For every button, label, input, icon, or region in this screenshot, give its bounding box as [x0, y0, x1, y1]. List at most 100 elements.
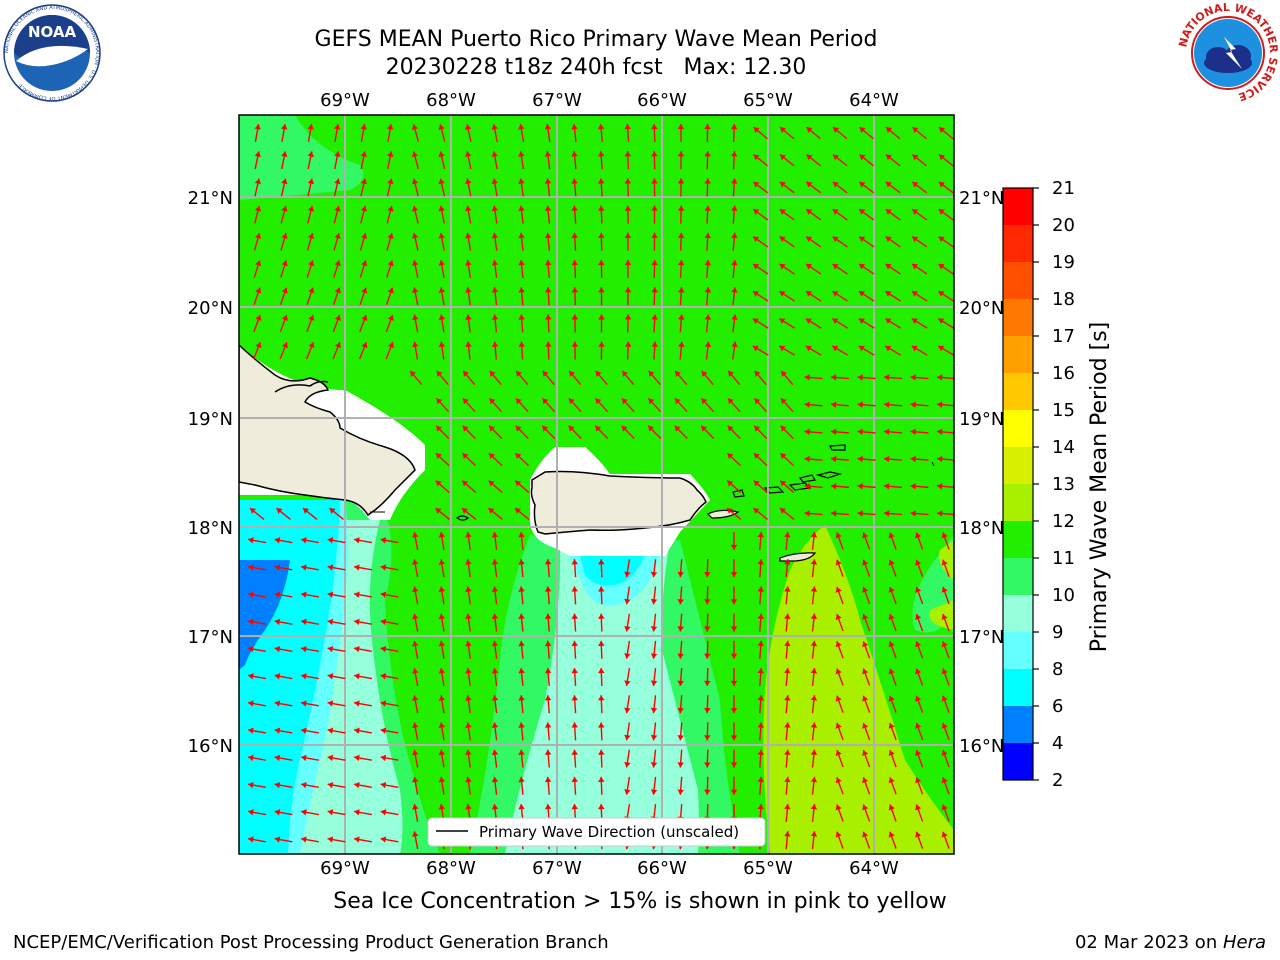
wave-arrow: [544, 123, 552, 143]
wave-arrow: [354, 781, 372, 789]
wave-arrow: [730, 695, 738, 714]
wave-arrow: [333, 232, 341, 251]
wave-arrow: [597, 151, 605, 170]
wave-arrow: [412, 668, 419, 686]
wave-arrow: [883, 428, 903, 436]
wave-arrow: [412, 695, 419, 714]
wave-arrow: [465, 640, 472, 659]
wave-arrow: [301, 754, 319, 762]
wave-arrow: [354, 564, 372, 571]
wave-arrow: [941, 641, 950, 659]
wave-arrow: [274, 673, 293, 680]
wave-arrow: [888, 613, 897, 632]
wave-arrow: [544, 749, 552, 768]
wave-arrow: [911, 290, 928, 302]
wave-arrow: [915, 641, 924, 659]
wave-arrow: [332, 314, 341, 333]
wave-arrow: [354, 537, 372, 544]
wave-arrow: [332, 287, 341, 305]
wave-arrow: [380, 618, 399, 626]
wave-arrow: [938, 126, 954, 140]
wave-arrow: [386, 260, 394, 278]
wave-arrow: [412, 749, 419, 768]
wave-arrow: [624, 151, 632, 170]
wave-arrow: [518, 776, 525, 795]
wave-arrow: [888, 831, 897, 849]
wave-arrow: [806, 154, 821, 167]
wave-arrow: [488, 480, 503, 494]
wave-arrow: [281, 151, 288, 170]
wave-arrow: [595, 370, 608, 386]
wave-arrow: [518, 749, 525, 768]
wave-arrow: [677, 232, 685, 251]
wave-arrow: [438, 668, 446, 686]
wave-arrow: [438, 287, 446, 306]
wave-arrow: [462, 397, 476, 413]
wave-arrow: [253, 341, 262, 360]
wave-arrow: [518, 722, 525, 741]
lon-label-top: 65°W: [743, 90, 793, 111]
colorbar-block: [1003, 595, 1033, 633]
wave-arrow: [757, 722, 764, 741]
wave-arrow: [598, 667, 605, 687]
wave-arrow: [254, 178, 262, 197]
colorbar-ticks: 21 20 19 18 17 16 15 14 13 12 11 10 9 8 6 4 2: [1033, 178, 1075, 791]
wave-arrow: [835, 641, 844, 659]
wave-arrow: [778, 318, 796, 329]
wave-arrow: [835, 804, 844, 822]
wave-arrow: [752, 345, 769, 356]
wave-arrow: [888, 695, 897, 713]
colorbar-tick-label: 4: [1052, 733, 1063, 754]
wave-arrow: [412, 640, 419, 659]
wave-arrow: [542, 370, 555, 386]
wave-arrow: [651, 259, 658, 279]
wave-arrow: [333, 178, 341, 197]
wave-arrow: [704, 695, 711, 714]
colorbar-block: [1003, 225, 1033, 263]
wave-arrow: [730, 613, 738, 632]
wave-arrow: [726, 480, 742, 494]
wave-arrow: [731, 341, 738, 360]
wave-arrow: [805, 345, 822, 356]
wave-arrow: [651, 151, 658, 170]
lat-label-left: 20°N: [188, 298, 233, 319]
wave-arrow: [491, 695, 499, 714]
wave-arrow: [465, 695, 472, 714]
colorbar-tick-label: 9: [1052, 622, 1063, 643]
wave-arrow: [784, 531, 791, 551]
wave-arrow: [704, 749, 711, 768]
wave-arrow: [938, 208, 954, 221]
wave-arrow: [301, 537, 319, 544]
wave-arrow: [306, 232, 315, 251]
wave-arrow: [753, 126, 768, 140]
wave-arrow: [624, 613, 631, 632]
wave-arrow: [753, 480, 768, 494]
wave-arrow: [518, 124, 525, 142]
wave-arrow: [461, 507, 477, 520]
lon-label-bottom: 65°W: [743, 858, 793, 879]
wave-arrow: [810, 559, 818, 578]
wave-arrow: [757, 640, 764, 659]
lat-label-left: 16°N: [188, 736, 233, 757]
wave-arrow: [488, 397, 503, 413]
wave-arrow: [727, 397, 741, 413]
wave-arrow: [411, 205, 419, 224]
wave-arrow: [412, 831, 419, 850]
wave-arrow: [830, 401, 850, 408]
wave-arrow: [518, 341, 525, 360]
wave-arrow: [784, 831, 791, 850]
wave-arrow: [862, 722, 871, 741]
wave-arrow: [301, 727, 319, 734]
wave-arrow: [354, 809, 372, 816]
wave-arrow: [910, 483, 929, 490]
wave-arrow: [248, 537, 266, 544]
wave-arrow: [832, 126, 848, 140]
wave-arrow: [280, 232, 288, 251]
wave-arrow: [354, 673, 372, 680]
wave-arrow: [249, 507, 265, 520]
wave-arrow: [438, 776, 446, 795]
wave-arrow: [647, 397, 662, 413]
wave-arrow: [704, 776, 711, 795]
wave-arrow: [941, 668, 950, 686]
wave-arrow: [832, 290, 848, 302]
